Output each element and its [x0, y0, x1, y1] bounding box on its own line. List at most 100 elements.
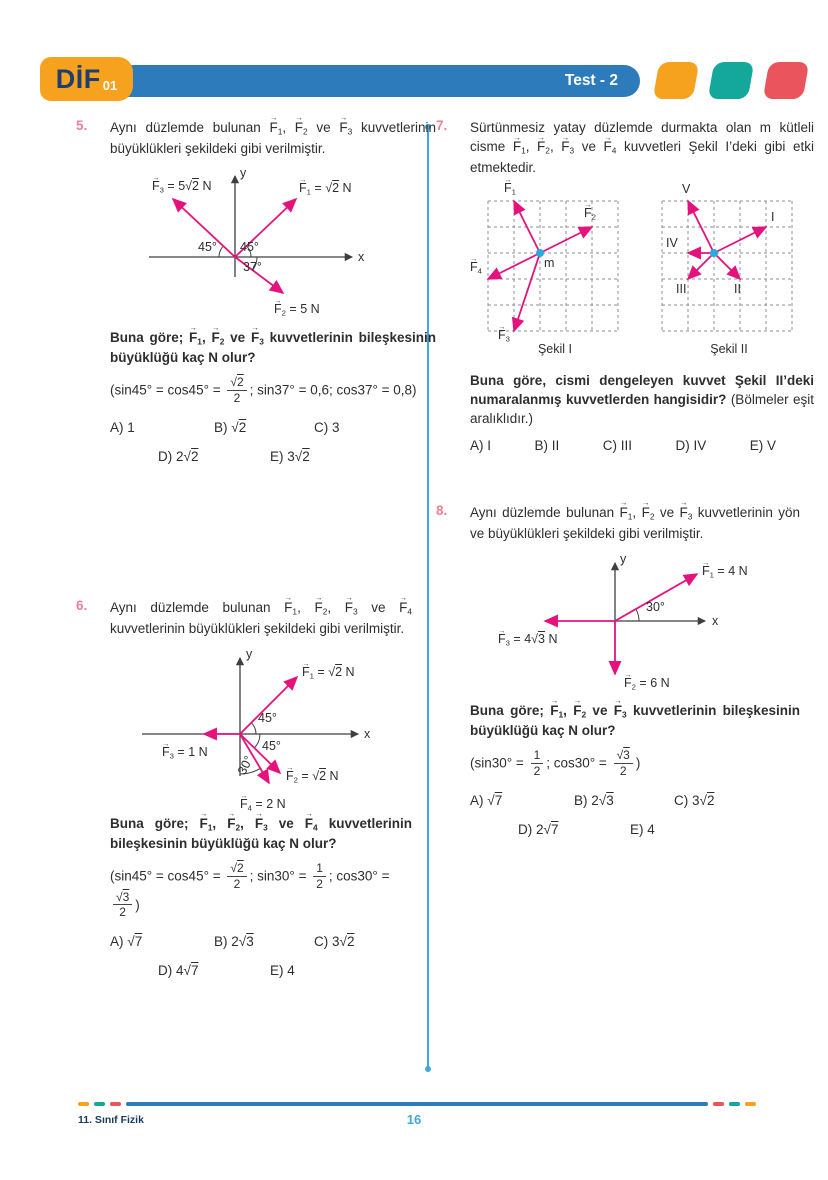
- f1-vector-arrow: [239, 675, 299, 735]
- footer-dash-teal: [94, 1102, 105, 1106]
- ii-vector-arrow: [713, 252, 742, 281]
- y-axis-label: y: [240, 165, 247, 180]
- option-a: A) √7: [470, 792, 503, 808]
- force-label-f1: F1 = √2 N: [302, 660, 355, 682]
- y-axis-label: y: [246, 646, 253, 661]
- force-label-f3: F3: [498, 323, 510, 345]
- force-label-f1: F1 = √2 N: [299, 176, 352, 198]
- decor-chip-red: [762, 62, 810, 99]
- question-5: 5. Aynı düzlemde bulunan F1, F2 ve F3 ku…: [76, 114, 436, 476]
- vector-symbol: F2: [286, 764, 298, 786]
- q8-force-diagram: y x F1 = 4 N F3 = 4√3 N F2 = 6 N 30°: [470, 549, 800, 699]
- q6-diagram-svg: [142, 656, 360, 785]
- footer-line: [126, 1102, 708, 1106]
- label-v: V: [682, 181, 691, 196]
- lower-angle-arc: [253, 733, 261, 749]
- force-label-f3: F3 = 4√3 N: [498, 627, 557, 649]
- vector-symbol: F1: [299, 176, 311, 198]
- f4-vector-arrow: [239, 733, 270, 785]
- options-row-1: A) √7 B) 2√3 C) 3√2: [110, 932, 412, 951]
- vector-symbol: F2: [624, 671, 636, 693]
- question-number: 8.: [436, 503, 448, 518]
- angle-label-upper: 45°: [258, 710, 277, 725]
- course-label: 11. Sınıf Fizik: [78, 1114, 144, 1126]
- q7-figure-1: F1 F2 F4 F3 m Şekil I: [470, 176, 640, 361]
- left-angle-arc: [218, 245, 225, 257]
- options-row-2: D) 2√7 E) 4: [518, 820, 800, 839]
- question-number: 6.: [76, 598, 88, 613]
- option-a: A) √7: [110, 933, 143, 949]
- angle-label-below: 37°: [243, 259, 262, 274]
- x-axis-label: x: [712, 613, 719, 628]
- option-a: A) 1: [110, 419, 135, 435]
- question-text: Aynı düzlemde bulunan F1, F2 ve F3 kuvve…: [470, 499, 800, 543]
- vector-symbol: F3: [152, 174, 164, 196]
- f2-vector-arrow: [539, 226, 594, 254]
- figure-caption: Şekil I: [537, 341, 573, 356]
- footer-dash-orange-2: [745, 1102, 756, 1106]
- trig-values: (sin45° = cos45° = √2 2; sin37° = 0,6; co…: [110, 375, 417, 406]
- column-divider: [425, 124, 431, 1072]
- options-row-1: A) 1 B) √2 C) 3: [110, 418, 436, 437]
- option-e: E) 4: [270, 962, 295, 978]
- trig-values: (sin45° = cos45° = √2 2; sin30° = 1 2; cos…: [110, 861, 390, 920]
- option-e: E) 4: [630, 821, 655, 837]
- question-prompt: Buna göre; F1, F2 ve F3 kuvvetlerinin bi…: [110, 323, 436, 368]
- question-prompt: Buna göre; F1, F2, F3 ve F4 kuvvetlerini…: [110, 809, 412, 854]
- f1-vector-arrow: [614, 572, 699, 622]
- brand-logo-text: DİF: [55, 63, 101, 94]
- iii-vector-arrow: [686, 252, 715, 281]
- options-row-2: D) 2√2 E) 3√2: [158, 447, 436, 466]
- figure-caption: Şekil II: [710, 341, 748, 356]
- footer-rule: [78, 1102, 756, 1106]
- f4-vector-arrow: [486, 252, 541, 280]
- question-number: 5.: [76, 118, 88, 133]
- question-text: Sürtünmesiz yatay düzlemde durmakta olan…: [470, 118, 814, 177]
- footer-dash-teal-2: [729, 1102, 740, 1106]
- question-7: 7. Sürtünmesiz yatay düzlemde durmakta o…: [436, 118, 814, 466]
- force-label-f4: F4 = 2 N: [240, 792, 286, 814]
- label-ii: II: [734, 281, 741, 296]
- force-label-f4: F4: [470, 255, 482, 277]
- decor-chip-teal: [707, 62, 755, 99]
- q7-figures: F1 F2 F4 F3 m Şekil I: [470, 176, 814, 361]
- option-b: B) 2√3: [214, 933, 254, 949]
- f3-vector-arrow: [171, 197, 236, 258]
- vector-symbol: F2: [274, 297, 286, 319]
- f1-vector-arrow: [234, 197, 298, 258]
- q7-figure-2: V I IV III II Şekil II: [644, 181, 814, 361]
- footer-dash-red: [110, 1102, 121, 1106]
- f2-vector-arrow: [239, 733, 282, 774]
- question-text: Aynı düzlemde bulunan F1, F2 ve F3 kuvve…: [110, 114, 436, 158]
- brand-logo-number: 01: [102, 77, 118, 93]
- force-label-f1: F1 = 4 N: [702, 559, 748, 581]
- decor-chip-orange: [652, 62, 700, 99]
- center-dot: [710, 248, 718, 257]
- q6-force-diagram: y x F1 = √2 N F3 = 1 N F2 = √2 N F4 = 2 …: [112, 646, 412, 812]
- option-e: E) V: [749, 438, 776, 454]
- question-number: 7.: [436, 118, 448, 133]
- option-c: C) III: [602, 438, 632, 454]
- vector-symbol: F1: [302, 660, 314, 682]
- sekil2-svg: [661, 199, 793, 332]
- upper-angle-arc: [250, 722, 257, 734]
- question-prompt: Buna göre, cismi dengeleyen kuvvet Şekil…: [470, 372, 814, 427]
- option-b: B) II: [534, 438, 560, 454]
- vector-symbol: F1: [702, 559, 714, 581]
- option-c: C) 3√2: [314, 933, 355, 949]
- footer-dash-red-2: [713, 1102, 724, 1106]
- footer-dash-orange: [78, 1102, 89, 1106]
- options-row-1: A) √7 B) 2√3 C) 3√2: [470, 791, 800, 810]
- options-row-2: D) 4√7 E) 4: [158, 961, 412, 980]
- option-d: D) 4√7: [158, 962, 199, 978]
- option-c: C) 3√2: [674, 792, 715, 808]
- y-axis-label: y: [620, 551, 627, 566]
- q8-diagram-svg: [543, 561, 707, 676]
- label-iv: IV: [666, 235, 678, 250]
- angle-label-right: 45°: [240, 239, 259, 254]
- mass-label: m: [544, 255, 555, 270]
- q5-diagram-svg: [149, 174, 354, 294]
- angle-label-left: 45°: [198, 239, 217, 254]
- question-8: 8. Aynı düzlemde bulunan F1, F2 ve F3 ku…: [436, 499, 800, 849]
- vector-symbol: F4: [240, 792, 252, 814]
